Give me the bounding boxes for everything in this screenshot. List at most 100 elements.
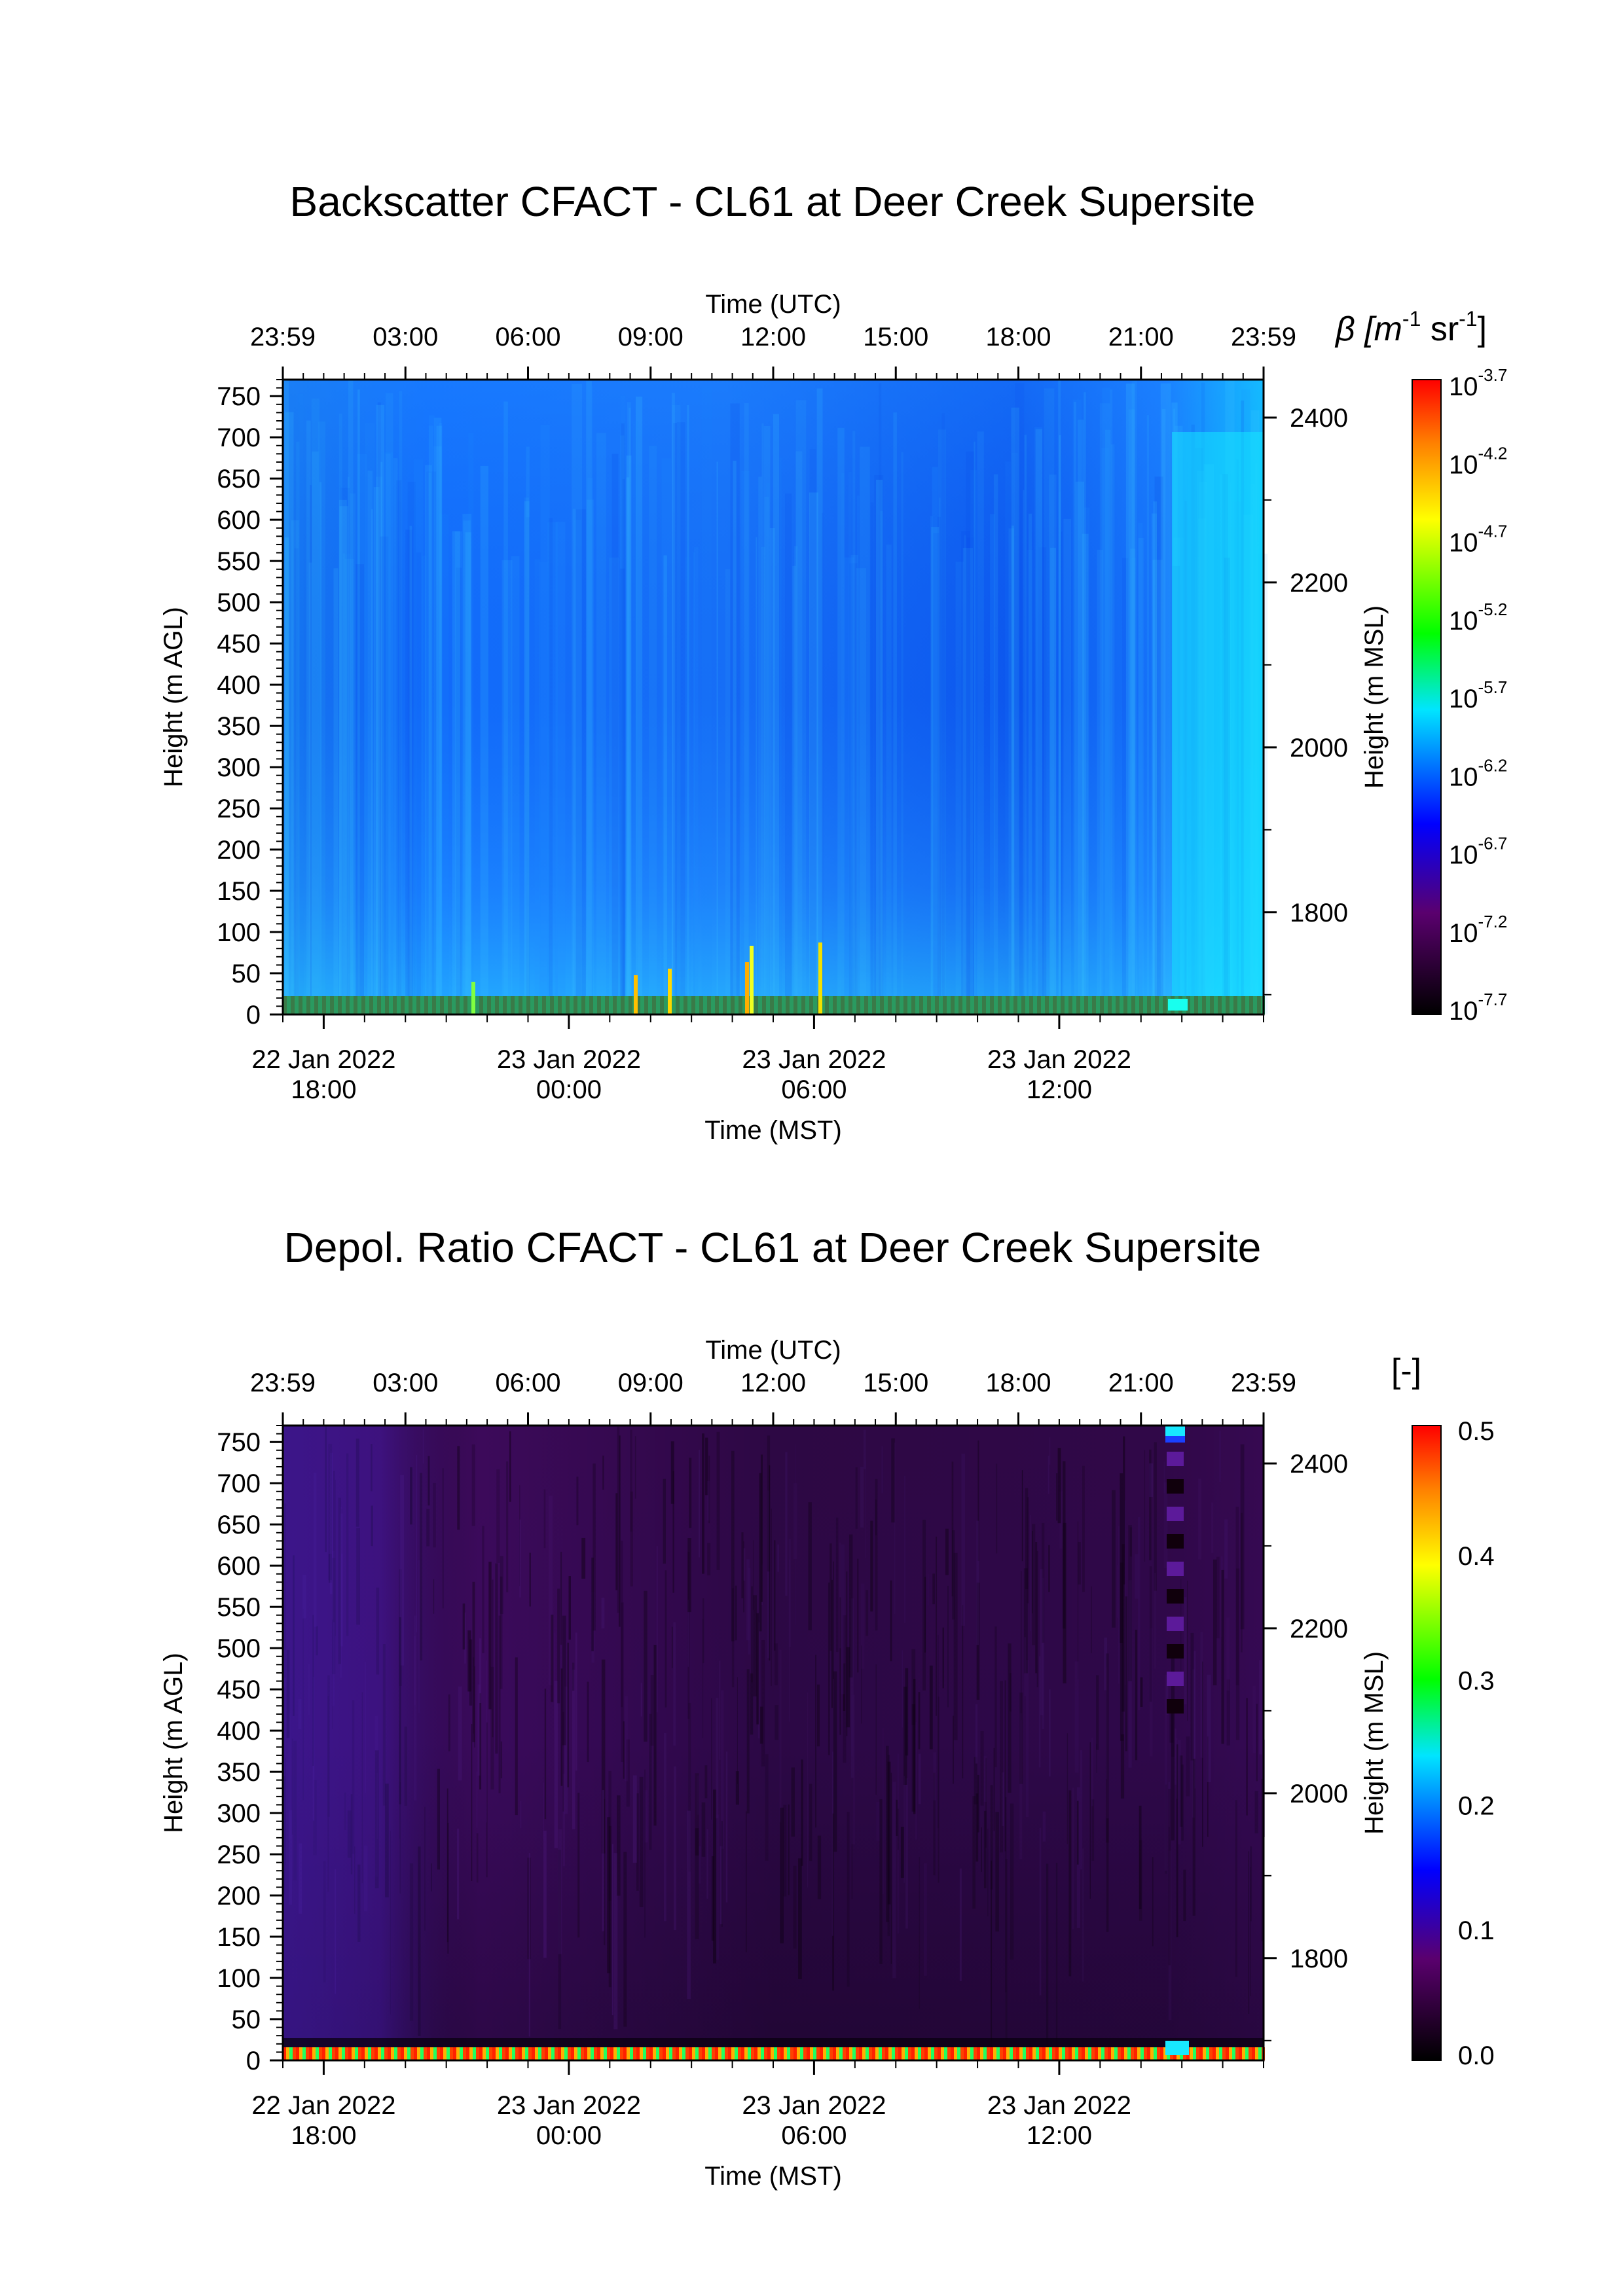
heatmap-streak: [970, 470, 977, 1014]
x-top-tick-label: 23:59: [250, 323, 316, 351]
surface-band-cell: [695, 996, 699, 1014]
surface-band-cell: [1021, 996, 1025, 1014]
x-top-tick-label: 12:00: [740, 323, 806, 351]
surface-band-cell: [566, 996, 570, 1014]
surface-band-cell: [735, 996, 739, 1014]
surface-band-cell: [289, 2047, 293, 2060]
y-right-tick-label: 2000: [1290, 734, 1348, 762]
surface-band-cell: [943, 996, 947, 1014]
surface-band-cell: [1049, 996, 1053, 1014]
surface-band-cell: [1123, 996, 1127, 1014]
surface-band-cell: [707, 996, 711, 1014]
heatmap-streak: [941, 413, 945, 1014]
y-left-tick-label: 0: [246, 1001, 261, 1030]
heatmap-streak: [433, 418, 442, 1014]
surface-band-cell: [778, 996, 782, 1014]
y-left-tick-label: 450: [217, 1676, 261, 1704]
surface-band-cell: [546, 996, 550, 1014]
heatmap-streak: [284, 537, 289, 1014]
surface-band-cell: [428, 996, 432, 1014]
surface-band-cell: [735, 2047, 738, 2060]
x-top-tick-label: 09:00: [618, 323, 684, 351]
heatmap-streak: [939, 497, 941, 1014]
surface-band-cell: [1147, 2047, 1150, 2060]
colorbar-tick-label: 0.4: [1458, 1542, 1495, 1571]
surface-band-cell: [1127, 996, 1131, 1014]
surface-band-cell: [892, 2047, 895, 2060]
surface-band-cell: [329, 2047, 332, 2060]
surface-band-cell: [355, 2047, 358, 2060]
surface-band-cell: [656, 2047, 659, 2060]
heatmap-streak: [365, 423, 375, 1014]
surface-band-cell: [401, 2047, 404, 2060]
heatmap-streak: [311, 398, 319, 1014]
heatmap-streak: [1011, 407, 1019, 1014]
surface-band-cell: [609, 996, 613, 1014]
surface-band-cell: [911, 996, 915, 1014]
surface-band-cell: [691, 996, 695, 1014]
surface-band-cell: [322, 996, 326, 1014]
surface-band-cell: [731, 2047, 735, 2060]
surface-band-cell: [538, 2047, 541, 2060]
heatmap-streak: [291, 520, 300, 1014]
heatmap-streak: [383, 452, 393, 1014]
surface-band-cell: [856, 2047, 859, 2060]
surface-band-cell: [770, 996, 774, 1014]
surface-band-cell: [672, 2047, 676, 2060]
heatmap-streak: [687, 404, 689, 1014]
heatmap-streak: [1138, 537, 1144, 1014]
surface-band-cell: [689, 2047, 692, 2060]
heatmap-streak: [879, 383, 882, 1014]
y-left-tick-label: 100: [217, 918, 261, 947]
surface-band-cell: [748, 2047, 751, 2060]
surface-spike: [750, 946, 754, 1014]
heatmap-streak: [407, 482, 416, 1014]
surface-band-cell: [625, 996, 629, 1014]
surface-band-cell: [1096, 996, 1100, 1014]
heatmap-streak: [591, 386, 594, 1014]
surface-band-cell: [708, 2047, 712, 2060]
surface-band-cell: [793, 996, 797, 1014]
heatmap-streak: [555, 522, 566, 1014]
heatmap-streak: [619, 568, 625, 1014]
x-bottom-tick-date: 23 Jan 2022: [497, 2091, 641, 2120]
surface-band-cell: [416, 996, 420, 1014]
x-bottom-tick-time: 00:00: [536, 2121, 602, 2150]
heatmap-streak: [1130, 558, 1136, 1014]
surface-band-cell: [314, 996, 318, 1014]
colorbar: [1412, 1425, 1442, 2061]
surface-band-cell: [923, 996, 927, 1014]
y-left-tick-label: 550: [217, 547, 261, 576]
heatmap-streak: [795, 451, 803, 1014]
y-left-tick-label: 450: [217, 630, 261, 658]
heatmap-streak: [816, 388, 823, 1014]
surface-band-cell: [437, 2047, 440, 2060]
y-left-tick-label: 50: [232, 2005, 261, 2034]
surface-band-cell: [1111, 2047, 1114, 2060]
surface-band-cell: [1206, 996, 1210, 1014]
heatmap-streak: [1027, 549, 1034, 1014]
surface-band-cell: [809, 996, 813, 1014]
x-top-tick-label: 06:00: [495, 1369, 560, 1397]
surface-band-cell: [1037, 996, 1041, 1014]
surface-band-cell: [800, 2047, 803, 2060]
surface-band-cell: [1010, 2047, 1013, 2060]
surface-band-cell: [820, 2047, 823, 2060]
surface-band-cell: [1198, 996, 1202, 1014]
surface-band-cell: [656, 996, 660, 1014]
heatmap-streak: [1029, 513, 1032, 1014]
colorbar-tick-label: 0.2: [1458, 1791, 1495, 1820]
surface-band-cell: [653, 2047, 656, 2060]
surface-band-cell: [369, 996, 373, 1014]
surface-band-cell: [880, 996, 884, 1014]
surface-band-cell: [787, 2047, 790, 2060]
y-left-tick-label: 200: [217, 1882, 261, 1910]
y-left-axis-label: Height (m AGL): [159, 607, 188, 787]
y-left-tick-label: 300: [217, 1799, 261, 1828]
surface-band-cell: [530, 996, 534, 1014]
surface-band-cell: [1072, 2047, 1075, 2060]
heatmap-streak: [779, 457, 782, 1014]
chart-title: Depol. Ratio CFACT - CL61 at Deer Creek …: [284, 1224, 1262, 1271]
surface-band-cell: [440, 2047, 443, 2060]
